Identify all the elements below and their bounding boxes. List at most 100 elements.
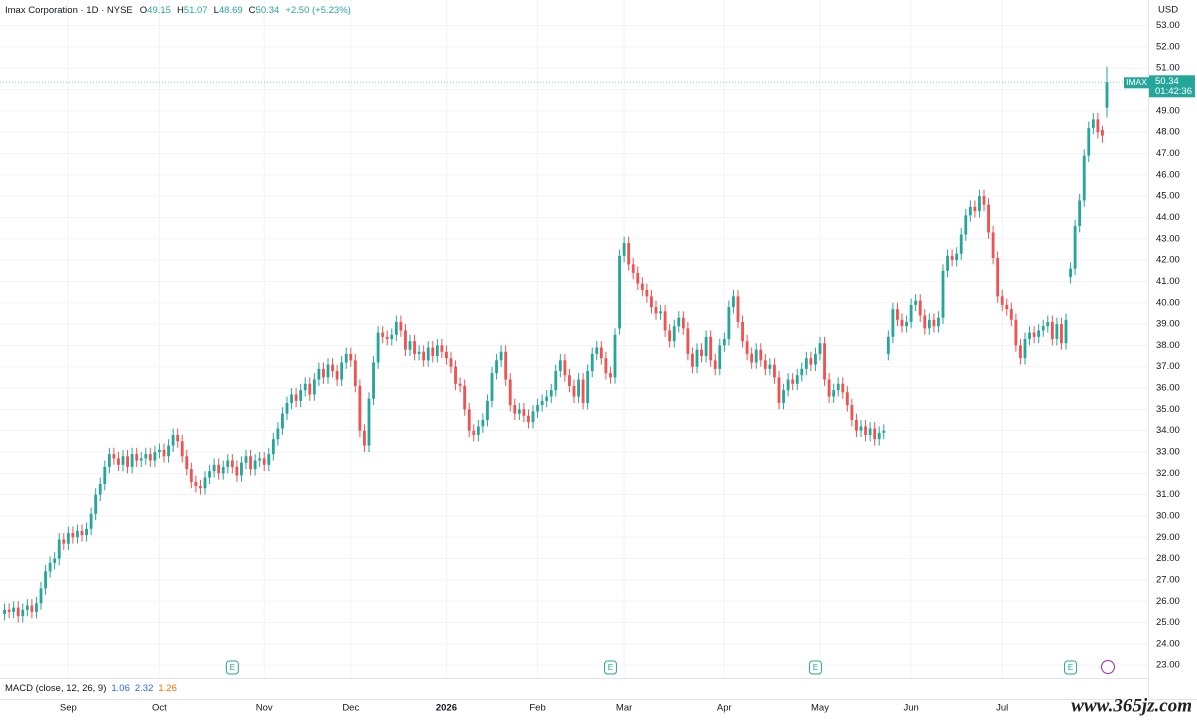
y-tick-label: 46.00 (1156, 169, 1180, 180)
candle-body (695, 349, 699, 367)
candles (3, 66, 1109, 623)
candle-body (804, 358, 808, 369)
candle-body (158, 449, 161, 452)
candle-body (199, 486, 202, 489)
candle-body (267, 454, 271, 465)
candle-body (727, 307, 731, 339)
earnings-label: E (1068, 663, 1073, 672)
candle-body (946, 255, 949, 271)
candle-body (144, 454, 148, 459)
candle-body (71, 533, 75, 538)
candle-body (44, 571, 47, 589)
candle-body (1091, 119, 1095, 128)
candle-body (12, 607, 16, 612)
earnings-label: E (608, 663, 613, 672)
candle-body (394, 321, 398, 335)
candle-body (900, 319, 904, 327)
candle-body (180, 441, 184, 457)
candle-body (212, 464, 216, 472)
candle-body (650, 296, 653, 308)
y-tick-label: 28.00 (1156, 553, 1180, 564)
candle-body (1082, 155, 1086, 201)
candle-body (563, 360, 567, 376)
y-tick-label: 53.00 (1156, 20, 1180, 31)
candle-body (317, 368, 321, 380)
candle-body (372, 362, 375, 399)
candle-body (968, 206, 972, 216)
y-tick-label: 41.00 (1156, 276, 1180, 287)
legend-text: MACD (close, 12, 26, 9) (5, 683, 106, 694)
y-tick-label: 52.00 (1156, 41, 1180, 52)
candle-body (700, 349, 703, 357)
macd-legend: MACD (close, 12, 26, 9) 1.06 2.32 1.26 (5, 683, 177, 694)
candle-body (622, 243, 626, 256)
candle-body (76, 530, 79, 538)
candle-body (390, 334, 394, 339)
candle-body (868, 428, 872, 435)
candle-body (827, 379, 831, 397)
candle-body (640, 283, 644, 290)
candle-body (221, 466, 225, 474)
candle-body (167, 445, 170, 457)
y-tick-label: 47.00 (1156, 148, 1180, 159)
candle-body (340, 362, 344, 380)
candle-body (905, 321, 908, 327)
tag-countdown: 01:42:36 (1155, 86, 1192, 97)
candle-body (768, 364, 772, 369)
price-axis: 23.00 24.00 25.00 26.00 27.00 28.00 29.00 30.00… (1156, 20, 1180, 671)
candle-body (422, 351, 426, 361)
candle-body (745, 341, 749, 354)
candle-body (599, 347, 603, 359)
candle-body (536, 405, 539, 412)
candle-body (57, 539, 61, 559)
candle-body (950, 255, 954, 261)
candle-body (722, 339, 726, 346)
candle-body (344, 353, 348, 363)
y-tick-label: 34.00 (1156, 425, 1180, 436)
candle-body (486, 400, 489, 421)
candle-body (873, 428, 877, 440)
candle-body (645, 289, 649, 297)
candle-body (107, 454, 111, 467)
candle-body (226, 460, 230, 467)
candle-body (290, 394, 293, 403)
candle-body (1060, 324, 1063, 344)
legend-text: Imax Corporation · 1D · NYSE (5, 5, 133, 16)
candle-body (262, 458, 266, 465)
candle-body (1005, 304, 1009, 310)
candle-body (258, 458, 262, 461)
candle-body (1096, 119, 1100, 133)
candle-body (271, 439, 275, 455)
candle-body (349, 353, 353, 361)
candle-body (244, 456, 248, 463)
candle-body (1064, 319, 1068, 344)
candle-body (750, 353, 754, 363)
candle-body (527, 415, 530, 423)
candle-body (112, 454, 116, 459)
candle-body (508, 379, 512, 406)
candle-body (98, 483, 102, 495)
candle-body (909, 304, 913, 322)
candle-body (48, 562, 52, 572)
candle-body (463, 385, 467, 410)
candle-body (759, 349, 763, 361)
candle-body (426, 347, 430, 361)
candle-body (1014, 319, 1018, 346)
candle-body (586, 370, 590, 403)
candle-body (312, 379, 316, 395)
y-tick-label: 27.00 (1156, 574, 1180, 585)
candle-body (458, 383, 462, 386)
candle-body (681, 317, 685, 329)
candle-body (855, 420, 858, 431)
candle-body (504, 351, 508, 380)
candle-body (704, 336, 708, 357)
candle-body (189, 469, 193, 482)
candle-body (308, 383, 312, 395)
candle-body (782, 390, 785, 403)
candle-body (859, 426, 863, 431)
candle-body (763, 360, 767, 369)
candle-body (777, 377, 781, 403)
candle-body (1050, 321, 1054, 339)
candle-body (153, 452, 157, 461)
